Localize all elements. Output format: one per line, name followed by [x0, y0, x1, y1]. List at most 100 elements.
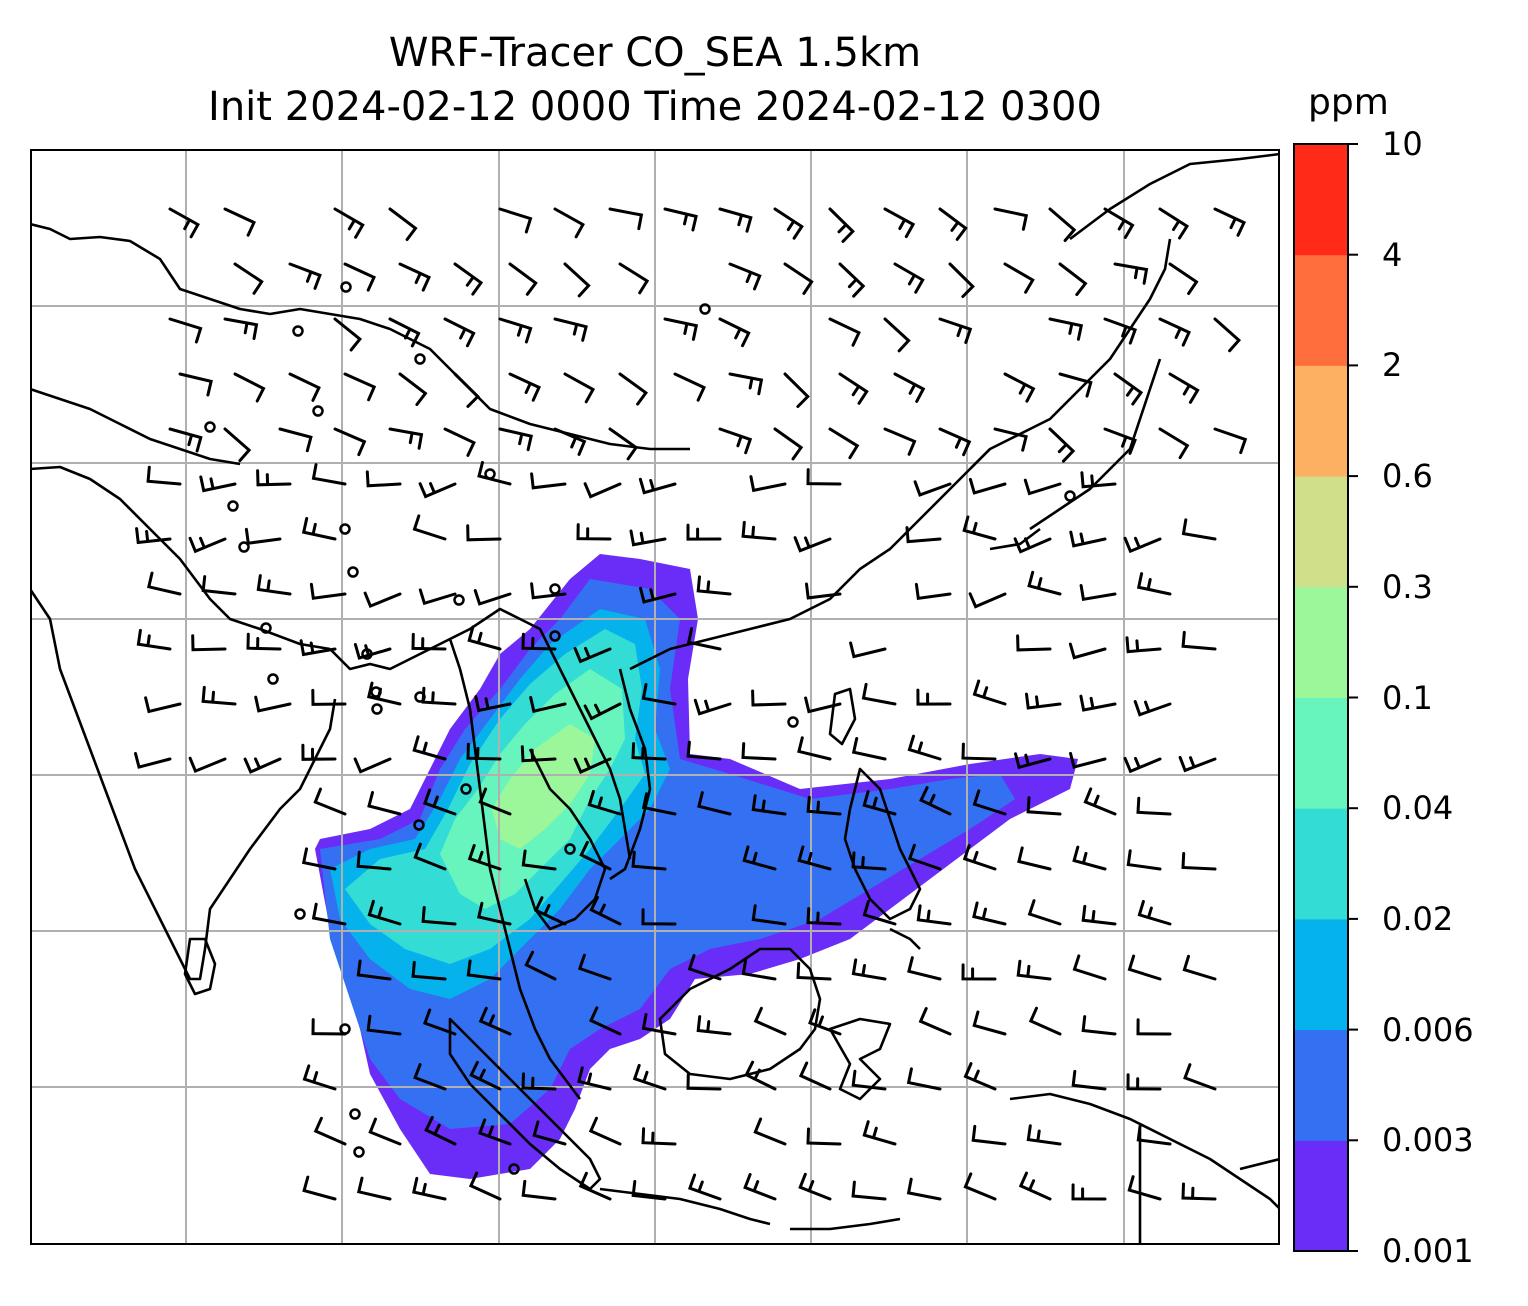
- wind-barb: [718, 207, 753, 233]
- wind-barb: [333, 207, 365, 239]
- colorbar-block: [1294, 808, 1348, 920]
- wind-barb: [718, 427, 753, 455]
- wind-barb: [783, 372, 810, 408]
- wind-barb: [1080, 471, 1117, 489]
- wind-barb: [343, 262, 376, 292]
- wind-barb: [1081, 1015, 1117, 1036]
- wind-barb: [1113, 262, 1149, 285]
- wind-barb: [849, 641, 887, 659]
- wind-barb: [474, 695, 512, 713]
- wind-barb: [443, 317, 476, 348]
- wind-barb: [741, 520, 777, 541]
- wind-barb: [356, 850, 392, 871]
- wind-barb: [563, 262, 591, 298]
- wind-calm-marker: [1064, 490, 1076, 502]
- wind-barb: [135, 527, 172, 545]
- colorbar-tick-label: 0.02: [1382, 899, 1454, 938]
- wind-barb: [146, 465, 182, 486]
- wind-barb: [806, 795, 842, 816]
- wind-barb: [971, 1124, 1007, 1146]
- wind-barb: [573, 646, 612, 664]
- colorbar-tick-label: 0.04: [1382, 789, 1454, 828]
- wind-calm-marker: [339, 523, 351, 535]
- wind-barb: [467, 625, 502, 651]
- wind-barb: [1072, 954, 1107, 981]
- wind-barb: [301, 743, 337, 761]
- wind-barb: [793, 536, 832, 553]
- wind-barb: [1072, 845, 1107, 871]
- wind-barb: [741, 742, 777, 761]
- wind-barb: [388, 427, 424, 450]
- wind-barb: [961, 742, 997, 761]
- wind-barb: [938, 317, 973, 344]
- wind-barb: [1183, 1063, 1217, 1091]
- wind-barb: [333, 317, 363, 352]
- wind-barb: [223, 317, 259, 340]
- wind-barb: [356, 1176, 392, 1201]
- wind-barb: [968, 592, 1007, 609]
- wind-calm-marker: [699, 303, 711, 315]
- wind-barb: [134, 752, 172, 769]
- wind-barb: [223, 207, 256, 237]
- wind-barb: [972, 1010, 1007, 1036]
- wind-barb: [773, 427, 804, 461]
- wind-barb: [553, 317, 588, 342]
- wind-barb: [1133, 700, 1172, 717]
- colorbar-tick-label: 0.003: [1382, 1121, 1474, 1160]
- wind-barb: [520, 745, 557, 763]
- wind-barb: [907, 734, 942, 761]
- wind-barb: [278, 427, 313, 453]
- colorbar-tick-label: 0.006: [1382, 1010, 1474, 1049]
- wind-barb: [962, 844, 997, 871]
- wind-barb: [608, 207, 644, 231]
- wind-barb: [353, 643, 392, 660]
- wind-barb: [553, 427, 587, 456]
- wind-barb: [398, 262, 431, 292]
- wind-barb: [687, 1173, 722, 1201]
- colorbar-tick-label: 0.001: [1382, 1232, 1474, 1270]
- wind-calm-marker: [349, 1108, 361, 1120]
- wind-barbs: [134, 207, 1248, 1201]
- wind-barb: [302, 1064, 337, 1091]
- wind-barb: [477, 901, 512, 926]
- wind-barb: [1136, 796, 1172, 816]
- wind-calm-marker: [453, 594, 465, 606]
- wind-barb: [246, 632, 282, 651]
- wind-barb: [608, 427, 639, 461]
- wind-barb: [1181, 852, 1217, 871]
- wind-barb: [783, 262, 814, 295]
- wind-barb: [199, 475, 237, 493]
- wind-barb: [577, 953, 612, 981]
- wind-barb: [178, 372, 213, 397]
- wind-barb: [313, 787, 347, 816]
- wind-barb: [188, 756, 227, 774]
- colorbar-tick-label: 0.6: [1382, 457, 1433, 496]
- wind-barb: [696, 1015, 732, 1036]
- wind-calm-marker: [414, 691, 426, 703]
- wind-barb: [728, 262, 762, 291]
- wind-barb: [907, 956, 942, 981]
- wind-barb: [673, 372, 706, 402]
- wind-barb: [146, 571, 182, 596]
- colorbar-block: [1294, 586, 1348, 698]
- wind-barb: [365, 470, 402, 488]
- plot-title-line1: WRF-Tracer CO_SEA 1.5km: [388, 30, 922, 76]
- wind-barb: [583, 482, 622, 499]
- wind-barb: [1137, 899, 1172, 926]
- wind-barb: [256, 574, 292, 596]
- wind-barb: [968, 477, 1007, 495]
- wind-calm-marker: [549, 583, 561, 595]
- colorbar-tick-label: 10: [1382, 125, 1423, 163]
- wind-barb: [906, 1177, 942, 1201]
- wind-barb: [366, 681, 402, 706]
- wind-barb: [311, 463, 347, 486]
- wind-barb: [1213, 207, 1246, 237]
- wind-calm-marker: [267, 673, 279, 685]
- wind-barb: [629, 529, 667, 547]
- wind-barb: [288, 372, 321, 402]
- wind-barb: [851, 1180, 887, 1201]
- wind-barb: [1013, 537, 1052, 554]
- wind-barb: [1158, 317, 1191, 347]
- wind-barb: [366, 1014, 402, 1036]
- wind-barb: [1103, 207, 1135, 239]
